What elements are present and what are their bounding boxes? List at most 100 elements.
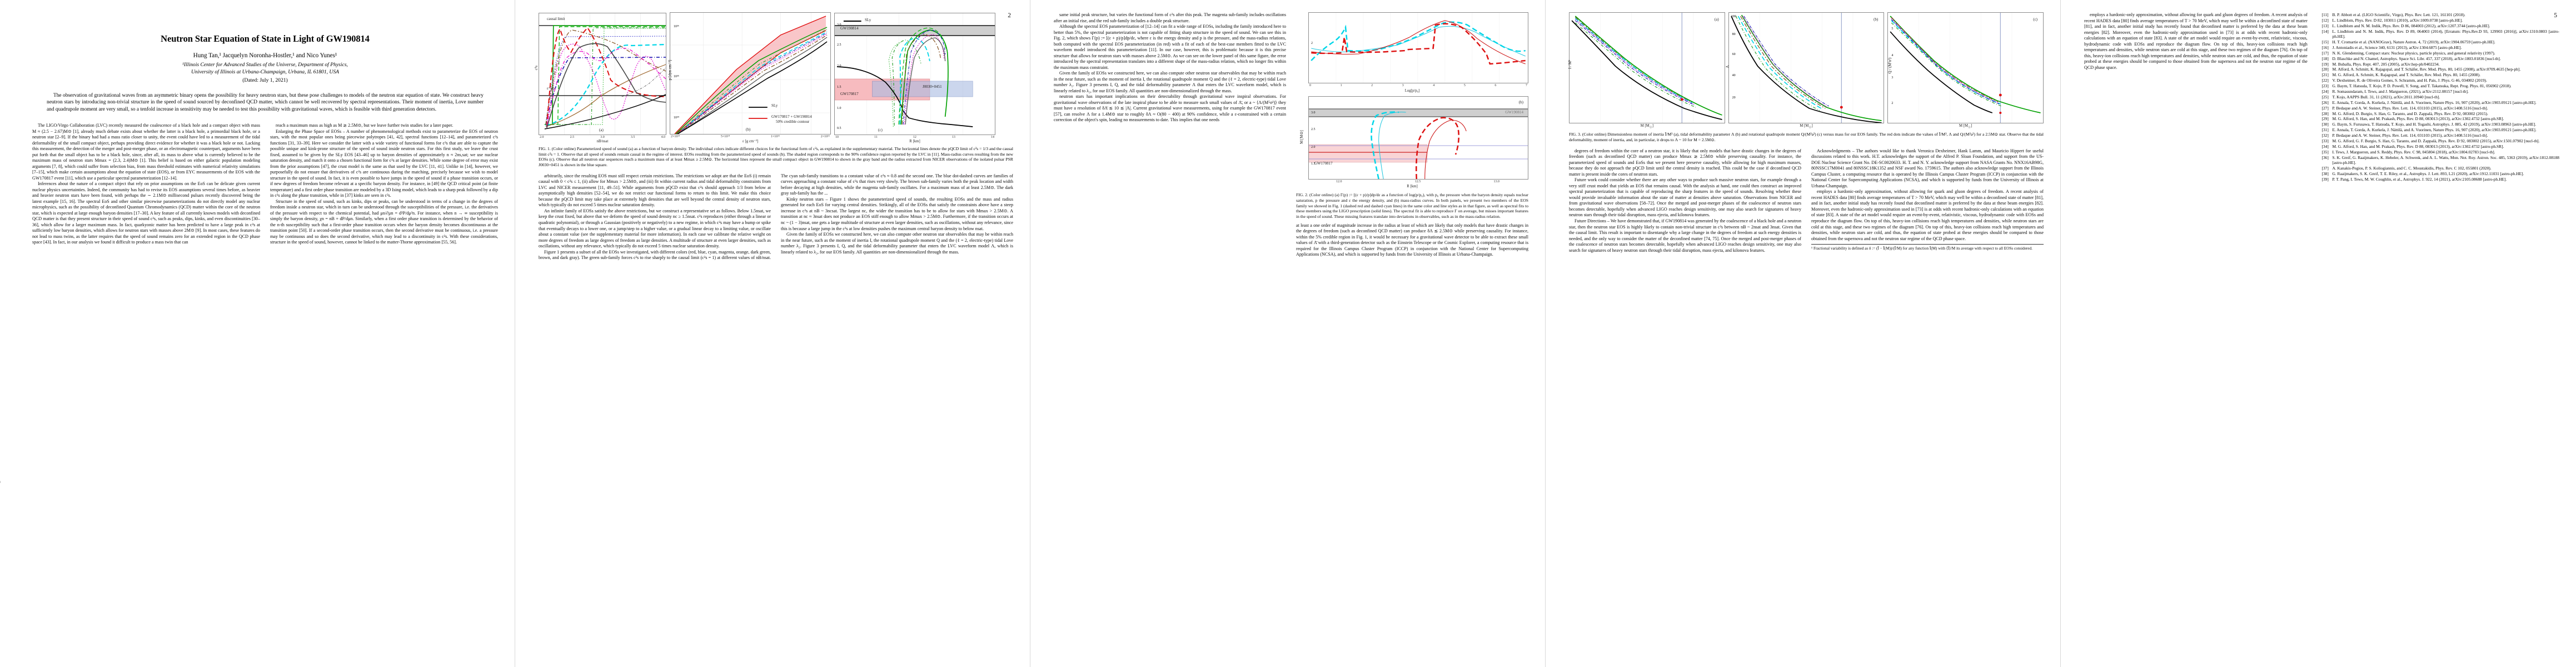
xtick: 4.0 <box>661 136 666 139</box>
bib-text: P. Bedaque and A. W. Steiner, Phys. Rev.… <box>2332 105 2488 111</box>
bib-text: M. G. Alford, S. Han, and M. Prakash, Ph… <box>2332 143 2504 149</box>
xtick: 2.0 <box>540 136 544 139</box>
bib-text: H. T. Cromartie et al. (NANOGrav), Natur… <box>2332 39 2495 44</box>
panel-c-tag: (c) <box>878 128 883 132</box>
legend-contour-label: GW170817 + GW190814 <box>771 115 812 119</box>
paragraph: employs a hardonic-only approximation, w… <box>1811 189 2044 241</box>
bib-number: [27] <box>2321 105 2329 111</box>
bib-entry: [37] A. Kanakis-Pegios, P. S. Koliogiann… <box>2322 166 2560 171</box>
band-gw190814-label: GW190814 <box>840 26 859 31</box>
figure-2-caption-text: (Color online) (a) Γ(p) := [(ε + p)/p]dp… <box>1296 192 1528 220</box>
xtick: 7 <box>1525 84 1527 87</box>
band-gw170817-label: GW170817 <box>840 92 859 96</box>
bib-number: [30] <box>2321 122 2329 127</box>
fig2b-xticks: 12.0 12.5 13.0 <box>1335 180 1501 185</box>
paragraph: Acknowledgments – The authors would like… <box>1811 148 2044 188</box>
bib-text: R. Somasundaram, I. Tews, and J. Marguer… <box>2332 88 2469 94</box>
xtick: 2×10¹⁴ <box>671 135 680 138</box>
fig3c-tag: (c) <box>2033 17 2038 22</box>
bib-entry: [26] E. Annala, T. Gorda, A. Kurkela, J.… <box>2322 100 2560 105</box>
arxiv-stamp: arXiv:2006.16296v2 [astro-ph.HE] 27 Oct … <box>0 410 1 584</box>
bib-entry: [19] M. Buballa, Phys. Rept. 407, 205 (2… <box>2322 62 2560 67</box>
paragraph: Kinky neutron stars – Figure 1 shows the… <box>781 196 1013 231</box>
bib-number: [22] <box>2321 78 2329 83</box>
xtick: 5 <box>1463 84 1466 87</box>
fig2b-ytick: 3.0 <box>1311 111 1316 115</box>
bib-number: [26] <box>2321 99 2329 105</box>
fig3a-tag: (a) <box>1714 17 1719 22</box>
panel-b-ytick: 10³⁵ <box>674 75 679 78</box>
paragraph: Although the spectral EOS parameterizati… <box>1054 24 1286 70</box>
paragraph: Figure 1 presents a subset of all the EO… <box>539 173 1013 261</box>
bib-text: B. P. Abbott et al. (LIGO Scientific, Vi… <box>2332 12 2465 17</box>
bib-entry: [24] R. Somasundaram, I. Tews, and J. Ma… <box>2322 89 2560 94</box>
paragraph: degrees of freedom within the core of a … <box>1569 148 1801 177</box>
fig2b-ytick: 2.5 <box>1311 127 1316 131</box>
bib-number: [14] <box>2321 28 2329 34</box>
paragraph: neutron stars has important implications… <box>1054 94 1286 123</box>
fig3b-tag: (b) <box>1874 17 1879 22</box>
bib-number: [17] <box>2321 50 2329 56</box>
fig3a-ylabel: I / M³ <box>1568 59 1573 69</box>
bib-entry: [13] L. Lindblom and N. M. Indik, Phys. … <box>2322 23 2560 28</box>
bib-entry: [22] V. Dexheimer, R. de Oliveira Gomes,… <box>2322 78 2560 83</box>
fig3c-ytick: 3 <box>1891 76 1894 79</box>
xtick: 12.0 <box>1336 180 1342 183</box>
bib-number: [28] <box>2321 111 2329 116</box>
bib-entry: [21] M. G. Alford, A. Schmitt, K. Rajago… <box>2322 72 2560 77</box>
xtick: 3 <box>1402 84 1404 87</box>
bib-entry: [31] E. Annala, T. Gorda, A. Kurkela, J.… <box>2322 127 2560 132</box>
figure-3: (a) M [M☉] I / M³ <box>1568 12 2044 143</box>
fig3b-ylabel: Λ <box>1725 65 1730 68</box>
figure-2: 2 0 1 2 3 4 5 6 7 Log[p/p₀] <box>1296 12 1528 220</box>
bibliography: [11] B. P. Abbott et al. (LIGO Scientifi… <box>2322 12 2560 182</box>
page-3: 3 same initial peak structure, but varie… <box>1030 0 1546 667</box>
fig2b-ylabel: M [M⊙] <box>1299 130 1304 144</box>
fig3b-ytick: 40 <box>1732 74 1736 77</box>
bib-number: [34] <box>2321 143 2329 149</box>
bib-entry: [16] J. Antoniadis et al., Science 340, … <box>2322 45 2560 50</box>
bib-entry: [30] G. Baym, S. Furusawa, T. Hatsuda, T… <box>2322 122 2560 127</box>
bib-text: M. Alford, A. Schmitt, K. Rajagopal, and… <box>2332 67 2521 72</box>
panel-a-ylabel: c²s <box>534 66 539 70</box>
paragraph: reach a maximum mass as high as M ≳ 2.5M… <box>276 123 454 128</box>
fig2b-band-gw190814: GW190814 <box>1505 109 1523 115</box>
bib-number: [23] <box>2321 83 2329 89</box>
xtick: 2 <box>1371 84 1373 87</box>
paragraph: Structure in the speed of sound, such as… <box>270 198 498 245</box>
bib-entry: [32] P. Bedaque and A. W. Steiner, Phys.… <box>2322 133 2560 138</box>
panel-c-ytick: 1.5 <box>837 86 841 89</box>
xtick: 2×10¹⁵ <box>820 135 830 138</box>
paragraph: at least a one order of magnitude increa… <box>1296 222 1528 257</box>
page-1: arXiv:2006.16296v2 [astro-ph.HE] 27 Oct … <box>0 0 515 667</box>
fig3c-ytick: 5 <box>1891 27 1894 31</box>
paragraph: arbitrarily, since the resulting EOS mus… <box>539 173 771 208</box>
bib-number: [29] <box>2321 116 2329 122</box>
bib-text: G. Raaijmakers, S. K. Greif, T. E. Riley… <box>2332 171 2524 176</box>
bib-number: [37] <box>2321 165 2329 171</box>
paragraph: Future Directions – We have demonstrated… <box>1569 218 1802 253</box>
footnote: ¹ Fractional variability is defined as δ… <box>1811 244 2044 251</box>
figure-1: causal limit ε=3p (a) 2.0 2.5 3.0 3.5 4.… <box>534 12 1013 168</box>
legend-sly-label-c: SLy <box>865 18 871 22</box>
xtick: 6 <box>1494 84 1497 87</box>
bib-text: M. Buballa, Phys. Rept. 407, 205 (2005),… <box>2332 61 2440 67</box>
bib-number: [33] <box>2321 138 2329 143</box>
panel-c-ytick: 2.5 <box>837 43 841 47</box>
panel-c-xlabel: R [km] <box>909 140 920 143</box>
panel-b-tag: (b) <box>746 127 751 132</box>
xtick: 14 <box>990 136 994 139</box>
bib-number: [25] <box>2321 94 2329 99</box>
fig3b-ytick: 100 <box>1731 15 1736 18</box>
bib-text: S. K. Greif, G. Raaijmakers, K. Hebeler,… <box>2332 155 2560 166</box>
xtick: 3.5 <box>630 136 635 139</box>
fig3b-ytick: 60 <box>1732 53 1736 56</box>
xtick: 0 <box>1309 84 1311 87</box>
bib-text: G. Baym, T. Hatsuda, T. Kojo, P. D. Powe… <box>2332 83 2512 89</box>
affiliation-line-2: University of Illinois at Urbana-Champai… <box>191 68 340 75</box>
bib-number: [20] <box>2321 67 2329 72</box>
bib-text: L. Lindblom, Phys. Rev. D 82, 103011 (20… <box>2332 17 2463 23</box>
xtick: 5×10¹⁴ <box>720 135 730 138</box>
fig3a-xlabel: M [M☉] <box>1640 124 1654 130</box>
xtick: 12.5 <box>1414 180 1421 183</box>
